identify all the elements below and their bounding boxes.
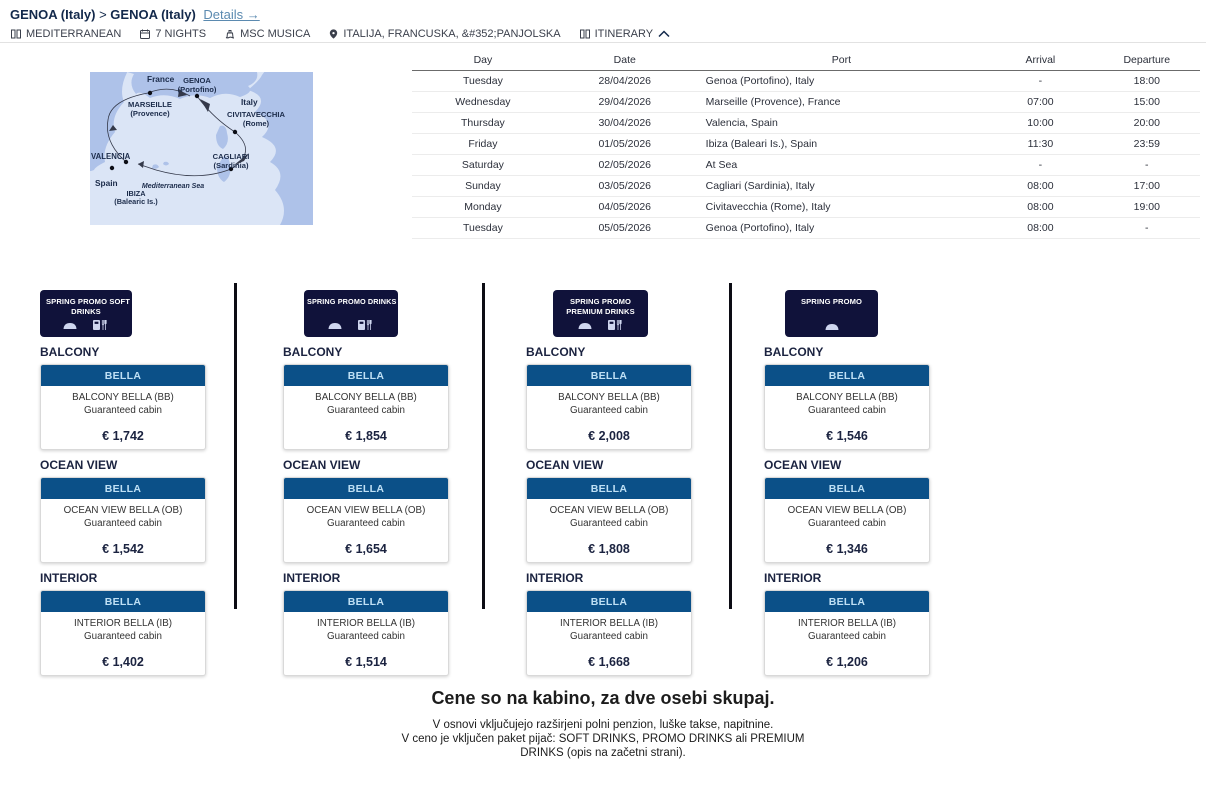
svg-text:(Provence): (Provence) (130, 109, 170, 118)
svg-text:MARSEILLE: MARSEILLE (128, 100, 172, 109)
svg-text:CAGLIARI: CAGLIARI (213, 152, 250, 161)
svg-text:GENOA: GENOA (183, 76, 211, 85)
svg-text:VALENCIA: VALENCIA (91, 152, 131, 161)
svg-text:(Rome): (Rome) (243, 119, 270, 128)
svg-text:Italy: Italy (241, 97, 258, 107)
svg-text:(Balearic Is.): (Balearic Is.) (114, 197, 158, 206)
svg-text:Spain: Spain (95, 178, 118, 188)
svg-text:France: France (147, 74, 175, 84)
svg-text:CIVITAVECCHIA: CIVITAVECCHIA (227, 110, 285, 119)
svg-text:Mediterranean Sea: Mediterranean Sea (142, 183, 204, 190)
svg-text:(Sardinia): (Sardinia) (213, 161, 248, 170)
svg-text:(Portofino): (Portofino) (178, 85, 217, 94)
